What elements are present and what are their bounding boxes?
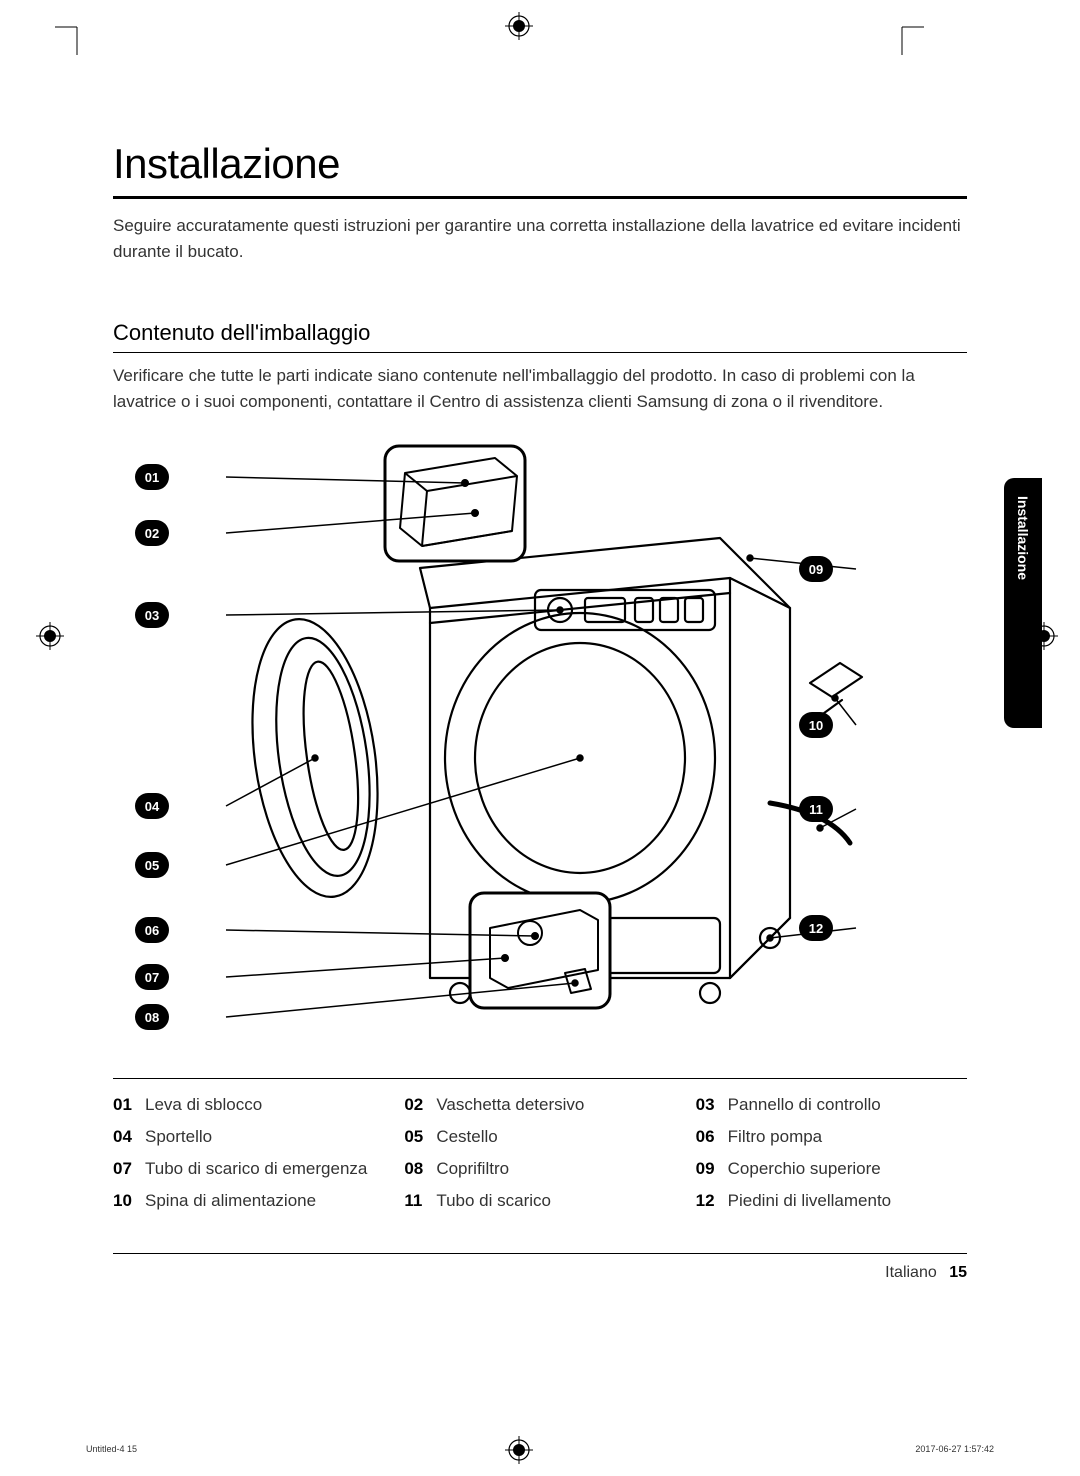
- section-text: Verificare che tutte le parti indicate s…: [113, 363, 967, 414]
- legend-label: Leva di sblocco: [145, 1095, 262, 1115]
- callout-07: 07: [135, 964, 169, 990]
- washing-machine-illustration: [113, 438, 967, 1058]
- section-rule: [113, 352, 967, 353]
- legend-num: 12: [696, 1191, 720, 1211]
- legend-num: 01: [113, 1095, 137, 1115]
- callout-04: 04: [135, 793, 169, 819]
- legend-label: Sportello: [145, 1127, 212, 1147]
- legend-label: Tubo di scarico: [436, 1191, 551, 1211]
- legend-label: Vaschetta detersivo: [436, 1095, 584, 1115]
- callout-08: 08: [135, 1004, 169, 1030]
- legend-num: 03: [696, 1095, 720, 1115]
- legend-item-04: 04 Sportello: [113, 1127, 384, 1147]
- legend-item-06: 06 Filtro pompa: [696, 1127, 967, 1147]
- footer-rule: [113, 1253, 967, 1254]
- page-footer: Italiano 15: [113, 1264, 967, 1282]
- legend-item-09: 09 Coperchio superiore: [696, 1159, 967, 1179]
- footer-page-number: 15: [949, 1264, 967, 1281]
- callout-06: 06: [135, 917, 169, 943]
- legend-num: 05: [404, 1127, 428, 1147]
- legend-label: Coperchio superiore: [728, 1159, 881, 1179]
- callout-10: 10: [799, 712, 833, 738]
- legend-label: Cestello: [436, 1127, 497, 1147]
- legend-item-05: 05 Cestello: [404, 1127, 675, 1147]
- print-left: Untitled-4 15: [86, 1444, 137, 1454]
- page-content: Installazione Seguire accuratamente ques…: [113, 140, 967, 1282]
- footer-lang: Italiano: [885, 1264, 937, 1281]
- print-right: 2017-06-27 1:57:42: [915, 1444, 994, 1454]
- callout-05: 05: [135, 852, 169, 878]
- callout-09: 09: [799, 556, 833, 582]
- section-heading: Contenuto dell'imballaggio: [113, 320, 967, 346]
- legend-item-11: 11 Tubo di scarico: [404, 1191, 675, 1211]
- legend-num: 11: [404, 1191, 428, 1211]
- callout-02: 02: [135, 520, 169, 546]
- side-tab: Installazione: [1004, 478, 1042, 728]
- legend-num: 07: [113, 1159, 137, 1179]
- legend-label: Piedini di livellamento: [728, 1191, 891, 1211]
- legend-item-07: 07 Tubo di scarico di emergenza: [113, 1159, 384, 1179]
- callout-11: 11: [799, 796, 833, 822]
- legend-item-10: 10 Spina di alimentazione: [113, 1191, 384, 1211]
- legend: 01 Leva di sblocco 02 Vaschetta detersivo 03…: [113, 1095, 967, 1211]
- legend-num: 06: [696, 1127, 720, 1147]
- title-rule: [113, 196, 967, 199]
- legend-label: Coprifiltro: [436, 1159, 509, 1179]
- legend-num: 02: [404, 1095, 428, 1115]
- legend-label: Spina di alimentazione: [145, 1191, 316, 1211]
- print-footer: Untitled-4 15 2017-06-27 1:57:42: [86, 1444, 994, 1454]
- legend-item-08: 08 Coprifiltro: [404, 1159, 675, 1179]
- legend-label: Pannello di controllo: [728, 1095, 881, 1115]
- legend-label: Tubo di scarico di emergenza: [145, 1159, 367, 1179]
- legend-item-02: 02 Vaschetta detersivo: [404, 1095, 675, 1115]
- legend-item-03: 03 Pannello di controllo: [696, 1095, 967, 1115]
- legend-rule: [113, 1078, 967, 1079]
- side-tab-label: Installazione: [1015, 496, 1031, 580]
- callout-12: 12: [799, 915, 833, 941]
- page-title: Installazione: [113, 140, 967, 188]
- legend-num: 04: [113, 1127, 137, 1147]
- legend-num: 09: [696, 1159, 720, 1179]
- callout-03: 03: [135, 602, 169, 628]
- diagram: 01 02 03 04 05 06 07 08 09 10 11 12: [113, 438, 967, 1058]
- legend-item-01: 01 Leva di sblocco: [113, 1095, 384, 1115]
- legend-num: 10: [113, 1191, 137, 1211]
- legend-label: Filtro pompa: [728, 1127, 822, 1147]
- legend-item-12: 12 Piedini di livellamento: [696, 1191, 967, 1211]
- intro-text: Seguire accuratamente questi istruzioni …: [113, 213, 967, 264]
- legend-num: 08: [404, 1159, 428, 1179]
- callout-01: 01: [135, 464, 169, 490]
